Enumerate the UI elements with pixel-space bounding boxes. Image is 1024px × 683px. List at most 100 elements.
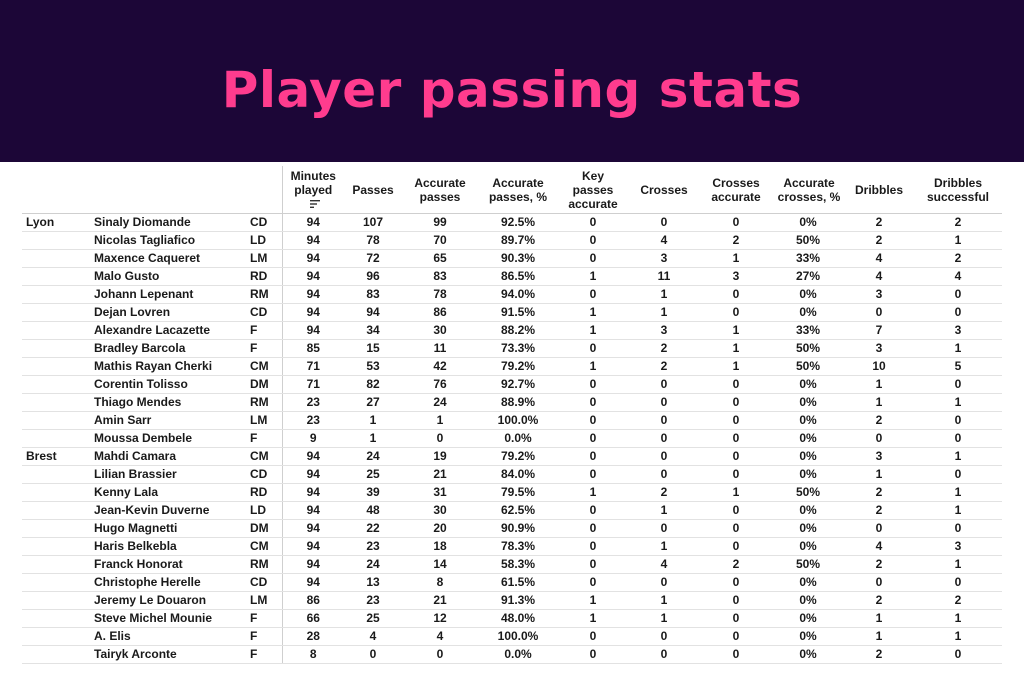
minutes-played-cell: 94: [281, 213, 344, 232]
team-cell: [22, 555, 90, 574]
accurate-crosses-pct-cell: 27%: [772, 267, 844, 286]
table-row: Malo Gusto RD 94 96 83 86.5% 1 11 3 27% 4 4: [22, 267, 1002, 286]
accurate-passes-pct-cell: 100.0%: [478, 411, 558, 430]
player-name-cell: Christophe Herelle: [90, 573, 242, 592]
dribbles-successful-cell: 1: [914, 447, 1002, 466]
table-row: Steve Michel Mounie F 66 25 12 48.0% 1 1 0 0% 1 1: [22, 609, 1002, 628]
team-cell: [22, 501, 90, 520]
accurate-crosses-pct-cell: 0%: [772, 537, 844, 556]
player-name-cell: Jeremy Le Douaron: [90, 591, 242, 610]
crosses-accurate-cell: 2: [700, 231, 772, 250]
dribbles-successful-header[interactable]: Dribbles successful: [914, 166, 1002, 214]
dribbles-cell: 1: [844, 375, 914, 394]
crosses-accurate-cell: 0: [700, 465, 772, 484]
table-row: Bradley Barcola F 85 15 11 73.3% 0 2 1 50% 3 1: [22, 339, 1002, 358]
player-name-cell: Alexandre Lacazette: [90, 321, 242, 340]
sort-descending-icon[interactable]: [310, 199, 321, 209]
table-row: Amin Sarr LM 23 1 1 100.0% 0 0 0 0% 2 0: [22, 411, 1002, 430]
dribbles-successful-cell: 1: [914, 231, 1002, 250]
accurate-passes-cell: 4: [402, 627, 478, 646]
crosses-accurate-cell: 0: [700, 645, 772, 664]
crosses-cell: 3: [628, 249, 700, 268]
crosses-accurate-cell: 0: [700, 573, 772, 592]
team-cell: [22, 339, 90, 358]
accurate-passes-cell: 14: [402, 555, 478, 574]
player-name-cell: Jean-Kevin Duverne: [90, 501, 242, 520]
key-passes-accurate-cell: 0: [558, 249, 628, 268]
accurate-passes-pct-cell: 91.5%: [478, 303, 558, 322]
accurate-passes-cell: 99: [402, 213, 478, 232]
accurate-passes-cell: 70: [402, 231, 478, 250]
accurate-crosses-pct-cell: 33%: [772, 321, 844, 340]
key-passes-accurate-cell: 0: [558, 465, 628, 484]
player-name-cell: A. Elis: [90, 627, 242, 646]
accurate-passes-pct-cell: 0.0%: [478, 429, 558, 448]
team-cell: [22, 429, 90, 448]
crosses-header[interactable]: Crosses: [628, 166, 700, 214]
table-row: Tairyk Arconte F 8 0 0 0.0% 0 0 0 0% 2 0: [22, 645, 1002, 664]
accurate-passes-pct-cell: 92.7%: [478, 375, 558, 394]
crosses-cell: 0: [628, 627, 700, 646]
accurate-passes-cell: 8: [402, 573, 478, 592]
accurate-passes-pct-cell: 90.9%: [478, 519, 558, 538]
passes-cell: 25: [344, 465, 402, 484]
passes-cell: 23: [344, 537, 402, 556]
crosses-accurate-header[interactable]: Crosses accurate: [700, 166, 772, 214]
crosses-accurate-cell: 0: [700, 213, 772, 232]
accurate-passes-header[interactable]: Accurate passes: [402, 166, 478, 214]
accurate-passes-cell: 30: [402, 321, 478, 340]
minutes-played-cell: 94: [281, 303, 344, 322]
accurate-passes-pct-cell: 90.3%: [478, 249, 558, 268]
dribbles-cell: 2: [844, 501, 914, 520]
column-header-label: Accurate passes, %: [488, 175, 548, 204]
crosses-cell: 0: [628, 429, 700, 448]
minutes-played-header[interactable]: Minutes played: [281, 166, 344, 214]
key-passes-accurate-cell: 0: [558, 375, 628, 394]
table-row: Jeremy Le Douaron LM 86 23 21 91.3% 1 1 0 0% 2 2: [22, 591, 1002, 610]
dribbles-successful-cell: 0: [914, 411, 1002, 430]
team-cell: [22, 573, 90, 592]
minutes-played-cell: 94: [281, 519, 344, 538]
dribbles-cell: 1: [844, 609, 914, 628]
accurate-passes-pct-cell: 100.0%: [478, 627, 558, 646]
crosses-accurate-cell: 0: [700, 501, 772, 520]
key-passes-accurate-cell: 0: [558, 429, 628, 448]
accurate-passes-pct-cell: 79.2%: [478, 447, 558, 466]
passes-cell: 96: [344, 267, 402, 286]
crosses-cell: 1: [628, 537, 700, 556]
key-passes-accurate-cell: 0: [558, 519, 628, 538]
accurate-passes-cell: 24: [402, 393, 478, 412]
minutes-played-cell: 94: [281, 573, 344, 592]
accurate-passes-cell: 12: [402, 609, 478, 628]
key-passes-accurate-cell: 1: [558, 609, 628, 628]
passes-cell: 1: [344, 429, 402, 448]
crosses-cell: 3: [628, 321, 700, 340]
position-cell: F: [242, 627, 282, 646]
position-cell: LM: [242, 591, 282, 610]
column-header-label: Crosses: [640, 182, 688, 197]
accurate-crosses-pct-cell: 50%: [772, 483, 844, 502]
player-name-cell: Corentin Tolisso: [90, 375, 242, 394]
passes-cell: 24: [344, 555, 402, 574]
crosses-cell: 1: [628, 285, 700, 304]
dribbles-header[interactable]: Dribbles: [844, 166, 914, 214]
column-header-label: Crosses accurate: [711, 175, 761, 204]
dribbles-successful-cell: 0: [914, 303, 1002, 322]
column-header-label: Passes: [352, 182, 394, 197]
table-row: Johann Lepenant RM 94 83 78 94.0% 0 1 0 0% 3 0: [22, 285, 1002, 304]
dribbles-successful-cell: 0: [914, 285, 1002, 304]
accurate-passes-cell: 83: [402, 267, 478, 286]
passes-header[interactable]: Passes: [344, 166, 402, 214]
crosses-cell: 0: [628, 411, 700, 430]
dribbles-cell: 1: [844, 393, 914, 412]
crosses-cell: 11: [628, 267, 700, 286]
accurate-crosses-pct-header[interactable]: Accurate crosses, %: [772, 166, 844, 214]
crosses-cell: 0: [628, 519, 700, 538]
accurate-passes-pct-header[interactable]: Accurate passes, %: [478, 166, 558, 214]
accurate-passes-cell: 86: [402, 303, 478, 322]
team-column-header: [22, 166, 90, 214]
key-passes-accurate-header[interactable]: Key passes accurate: [558, 166, 628, 214]
dribbles-successful-cell: 0: [914, 645, 1002, 664]
dribbles-successful-cell: 1: [914, 609, 1002, 628]
team-cell: Lyon: [22, 213, 90, 232]
